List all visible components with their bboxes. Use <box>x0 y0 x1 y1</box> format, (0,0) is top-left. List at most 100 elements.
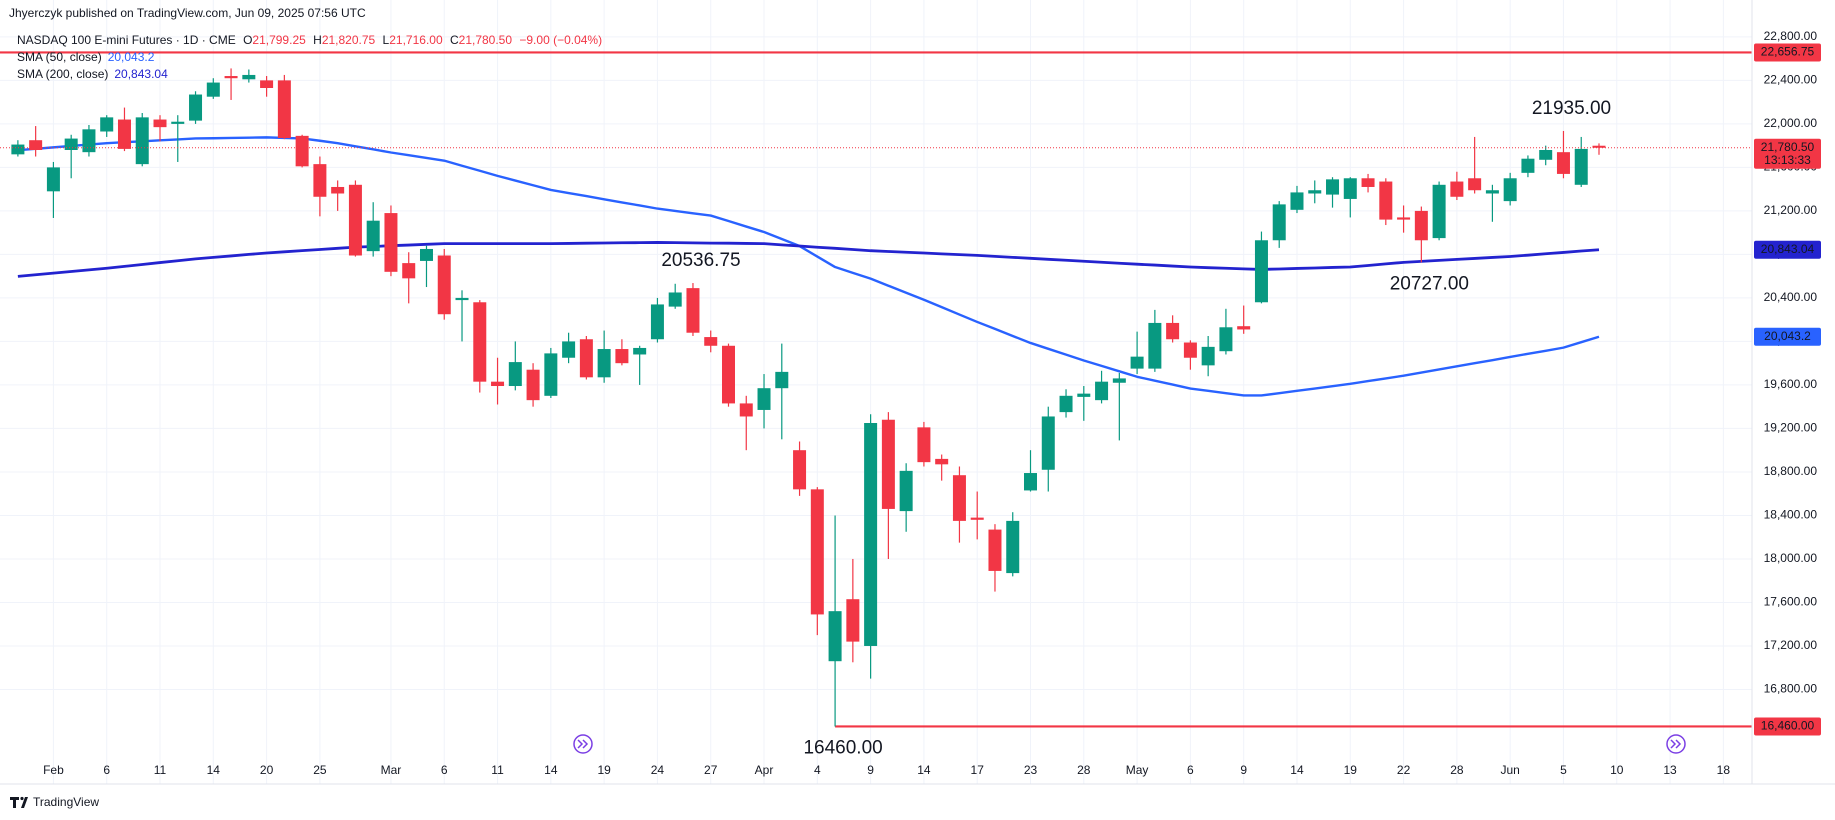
legend-value: 20,043.2 <box>108 50 155 64</box>
event-circle[interactable] <box>1666 734 1686 754</box>
x-tick-label: 24 <box>651 763 665 777</box>
logo-mark <box>10 797 28 808</box>
candle-body <box>597 349 611 378</box>
candle-body <box>633 347 647 355</box>
grid <box>0 0 1752 784</box>
candle-body <box>1397 217 1411 220</box>
x-tick-label: 10 <box>1610 763 1624 777</box>
candle-body <box>935 458 949 465</box>
candle-body <box>1574 148 1588 185</box>
candle-body <box>1485 190 1499 194</box>
candle-body <box>828 611 842 662</box>
symbol-title: NASDAQ 100 E-mini Futures · 1D · CME <box>17 33 236 47</box>
candle-body <box>384 213 398 272</box>
candle-body <box>46 167 60 192</box>
event-icon[interactable] <box>573 734 593 754</box>
level-box <box>1754 43 1821 62</box>
candle-body <box>526 369 540 401</box>
candle-body <box>82 129 96 153</box>
candle-body <box>491 381 505 387</box>
last-price-label: 21,780.50 <box>1761 140 1815 154</box>
candle-body <box>331 186 345 194</box>
candle-body <box>1077 393 1091 397</box>
last-price-countdown: 13:13:33 <box>1764 153 1811 167</box>
y-tick-label: 20,400.00 <box>1764 290 1818 304</box>
candle-body <box>952 475 966 521</box>
candle-body <box>64 138 78 150</box>
ohlc-prefix: C <box>450 33 459 47</box>
change: −9.00 (−0.04%) <box>519 33 602 47</box>
sma-box <box>1754 240 1821 259</box>
x-tick-label: 6 <box>1187 763 1194 777</box>
candle-body <box>1041 416 1055 470</box>
x-tick-label: 18 <box>1717 763 1731 777</box>
x-tick-label: Apr <box>755 763 774 777</box>
candle-body <box>1237 326 1251 330</box>
candle-body <box>615 349 629 364</box>
x-tick-label: May <box>1126 763 1149 777</box>
x-tick-label: 14 <box>544 763 558 777</box>
candle-body <box>29 140 43 150</box>
logo-dot <box>20 796 24 801</box>
event-icon[interactable] <box>1666 734 1686 754</box>
candle-body <box>1556 152 1570 174</box>
candle-body <box>1166 322 1180 340</box>
candle-body <box>668 292 682 307</box>
x-tick-label: 11 <box>491 763 504 777</box>
x-tick-label: Mar <box>381 763 402 777</box>
candle-body <box>1272 204 1286 241</box>
candle-body <box>864 422 878 646</box>
level-label: 16,460.00 <box>1761 719 1815 733</box>
event-circle[interactable] <box>573 734 593 754</box>
candle-body <box>242 74 256 80</box>
candle-body <box>1450 181 1464 197</box>
x-tick-label: 6 <box>441 763 448 777</box>
candle-body <box>1254 240 1268 303</box>
candle-body <box>881 419 895 509</box>
candle-body <box>153 119 167 128</box>
x-tick-label: 19 <box>1344 763 1358 777</box>
annotation: 20727.00 <box>1390 273 1469 294</box>
ohlc-prefix: L <box>383 33 390 47</box>
event-arrow[interactable] <box>577 739 589 749</box>
candle-body <box>1379 181 1393 220</box>
y-tick-label: 16,800.00 <box>1764 682 1818 696</box>
x-tick-label: 25 <box>313 763 327 777</box>
candle-body <box>473 302 487 382</box>
candle-body <box>455 297 469 301</box>
event-arrow[interactable] <box>1670 739 1682 749</box>
candle-body <box>1503 178 1517 202</box>
plot: 21935.00 20536.75 20727.00 16460.00 <box>0 51 1752 758</box>
ohlc-prefix: H <box>313 33 322 47</box>
legend-name: SMA (200, close) <box>17 67 108 81</box>
sma-label: 20,043.2 <box>1764 329 1811 343</box>
x-tick-label: Feb <box>43 763 64 777</box>
candle-body <box>579 339 593 378</box>
candle-body <box>1059 395 1073 413</box>
x-tick-label: 28 <box>1077 763 1091 777</box>
candle-body <box>1290 192 1304 210</box>
candle-body <box>1539 149 1553 160</box>
candle-body <box>988 529 1002 571</box>
candle-body <box>1414 210 1428 241</box>
candle-body <box>419 248 433 261</box>
y-tick-label: 22,800.00 <box>1764 29 1818 43</box>
candle-body <box>970 517 984 520</box>
ohlc-value: 21,799.25 <box>252 33 306 47</box>
y-tick-label: 18,000.00 <box>1764 551 1818 565</box>
x-tick-label: 11 <box>154 763 167 777</box>
candle-body <box>1361 178 1375 187</box>
x-tick-label: 9 <box>1240 763 1247 777</box>
y-tick-label: 19,600.00 <box>1764 377 1818 391</box>
annotation: 16460.00 <box>803 737 882 758</box>
candle-body <box>1112 378 1126 383</box>
candle-body <box>135 117 149 165</box>
x-tick-label: 17 <box>971 763 985 777</box>
ohlc-value: 21,716.00 <box>389 33 443 47</box>
x-tick-label: 5 <box>1560 763 1567 777</box>
candle-body <box>739 403 753 417</box>
brand-logo: TradingView <box>10 795 99 809</box>
candle-body <box>348 184 362 256</box>
candle-body <box>1326 179 1340 195</box>
